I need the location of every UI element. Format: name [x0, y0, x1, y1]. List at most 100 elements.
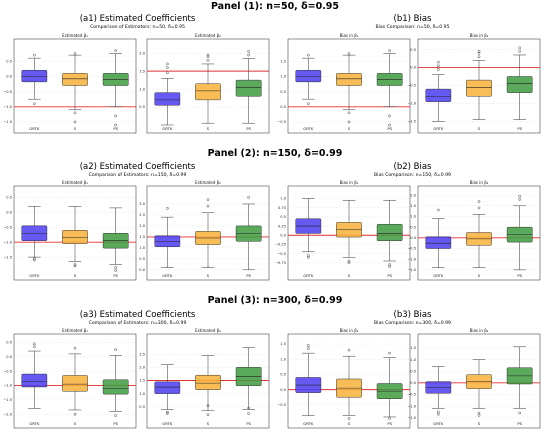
y-tick-label: 0.5: [6, 196, 12, 200]
outlier-point: [437, 208, 440, 212]
panel-2-title: Panel (2): n=150, δ=0.99: [207, 148, 343, 159]
y-tick-label: 1.0: [410, 215, 416, 219]
x-tick-label: GRTK: [29, 421, 40, 426]
box-s: [195, 355, 221, 417]
box-ps: [102, 207, 129, 272]
boxplot-8: 2.0 1.5 1.0 0.5 0.0 −0.5 −1.0 −1.5 Bias in β₂ GRT…: [407, 180, 541, 281]
y-tick-label: 1.5: [410, 346, 416, 350]
outlier-point: [166, 71, 169, 75]
y-tick-label: −0.5: [3, 369, 12, 373]
outlier-point: [206, 59, 210, 62]
outlier-point: [73, 346, 77, 350]
y-tick-label: 0.5: [6, 59, 12, 63]
y-tick-label: 0.5: [410, 369, 416, 373]
x-tick-label: GRTK: [162, 273, 173, 278]
box-ps: [506, 194, 533, 271]
box-s: [466, 50, 492, 120]
outlier-point: [73, 111, 77, 115]
panel-3-title: Panel (3): n=300, δ=0.99: [207, 295, 343, 306]
outlier-point: [73, 412, 77, 416]
panel-1-right-caption: Bias Comparison: n=50, δ=0.95: [375, 25, 450, 30]
y-tick-label: 0.5: [280, 90, 286, 94]
box-iqr: [466, 79, 492, 97]
box-iqr: [235, 79, 262, 97]
y-tick-label: 2.5: [139, 213, 145, 217]
y-tick-label: 1.0: [139, 87, 145, 91]
x-tick-label: PS: [113, 421, 118, 426]
x-tick-label: PS: [246, 421, 251, 426]
outlier-point: [347, 120, 351, 124]
outlier-point: [73, 263, 77, 266]
panel-1-left-caption: Comparison of Estimators: n=50, δ=0.95: [90, 25, 185, 30]
outlier-point: [33, 102, 36, 106]
x-tick-label: GRTK: [433, 421, 444, 426]
y-tick-label: −0.5: [407, 84, 416, 88]
y-tick-label: −0.5: [277, 252, 286, 256]
box-grtk: [154, 364, 181, 415]
box-grtk: [21, 342, 48, 409]
box-iqr: [62, 73, 88, 86]
subplot-title: Estimated β₂: [195, 33, 221, 38]
x-tick-label: S: [348, 273, 351, 278]
box-grtk: [295, 344, 322, 416]
box-s: [336, 52, 362, 124]
panel-1-right-header: (b1) Bias Bias Comparison: n=50, δ=0.95: [275, 14, 550, 31]
y-tick-label: 2.5: [139, 352, 145, 356]
subplot-title: Estimated β₁: [62, 33, 88, 38]
x-tick-label: S: [207, 126, 210, 131]
y-tick-label: −1.0: [3, 105, 12, 109]
panel-2-left-caption: Comparison of Estimators: n=150, δ=0.99: [88, 173, 187, 178]
outlier-point: [518, 198, 521, 201]
panel-3-right-title: (b3) Bias: [393, 310, 432, 320]
y-tick-label: −1.5: [3, 398, 12, 402]
box-grtk: [425, 60, 452, 122]
outlier-point: [347, 261, 351, 265]
outlier-point: [114, 414, 117, 418]
outlier-point: [518, 50, 521, 53]
box-iqr: [154, 92, 181, 106]
subplot-title: Estimated β₁: [62, 328, 88, 333]
x-tick-label: GRTK: [29, 273, 40, 278]
outlier-point: [307, 344, 310, 347]
y-tick-label: 1.0: [139, 246, 145, 250]
panel-2-left-header: (a2) Estimated Coefficients Comparison o…: [0, 162, 275, 179]
box-ps: [102, 348, 129, 418]
outlier-point: [307, 53, 310, 57]
box-grtk: [154, 62, 181, 126]
x-tick-label: S: [207, 273, 210, 278]
y-tick-label: −0.5: [407, 247, 416, 251]
outlier-point: [206, 413, 210, 417]
y-tick-label: 0.5: [139, 105, 145, 109]
outlier-point: [247, 406, 250, 410]
box-grtk: [295, 198, 322, 259]
box-s: [195, 53, 221, 124]
x-tick-label: PS: [517, 273, 522, 278]
box-iqr: [295, 70, 322, 83]
outlier-point: [437, 68, 440, 71]
outlier-point: [73, 120, 77, 124]
box-iqr: [506, 76, 533, 93]
box-iqr: [376, 224, 403, 241]
outlier-point: [347, 111, 351, 115]
panel-1-right-title: (b1) Bias: [393, 14, 432, 24]
box-ps: [376, 200, 403, 268]
x-tick-label: S: [348, 126, 351, 131]
outlier-point: [347, 52, 351, 55]
panel-3-right-header: (b3) Bias Bias Comparison: n=300, δ=0.99: [275, 310, 550, 327]
outlier-point: [114, 269, 117, 272]
y-tick-label: 0.5: [6, 341, 12, 345]
y-tick-label: −0.5: [277, 120, 286, 124]
x-tick-label: S: [74, 126, 77, 131]
x-tick-label: PS: [113, 126, 118, 131]
boxplot-5: 0.5 0.0 −0.5 −1.0 −1.5 Estimated β₁ GRTK S PS: [3, 180, 137, 281]
y-tick-label: 0.0: [6, 75, 12, 79]
outlier-point: [477, 50, 481, 53]
outlier-point: [33, 53, 36, 57]
y-tick-label: −1.5: [407, 120, 416, 124]
box-iqr: [425, 236, 452, 249]
boxplot-6: 3.0 2.5 2.0 1.5 1.0 0.5 0.0 Estimated β₂ GRTK S PS: [139, 180, 270, 281]
y-tick-label: −0.75: [275, 261, 286, 265]
box-iqr: [336, 73, 362, 86]
y-tick-label: 1.0: [280, 197, 286, 201]
